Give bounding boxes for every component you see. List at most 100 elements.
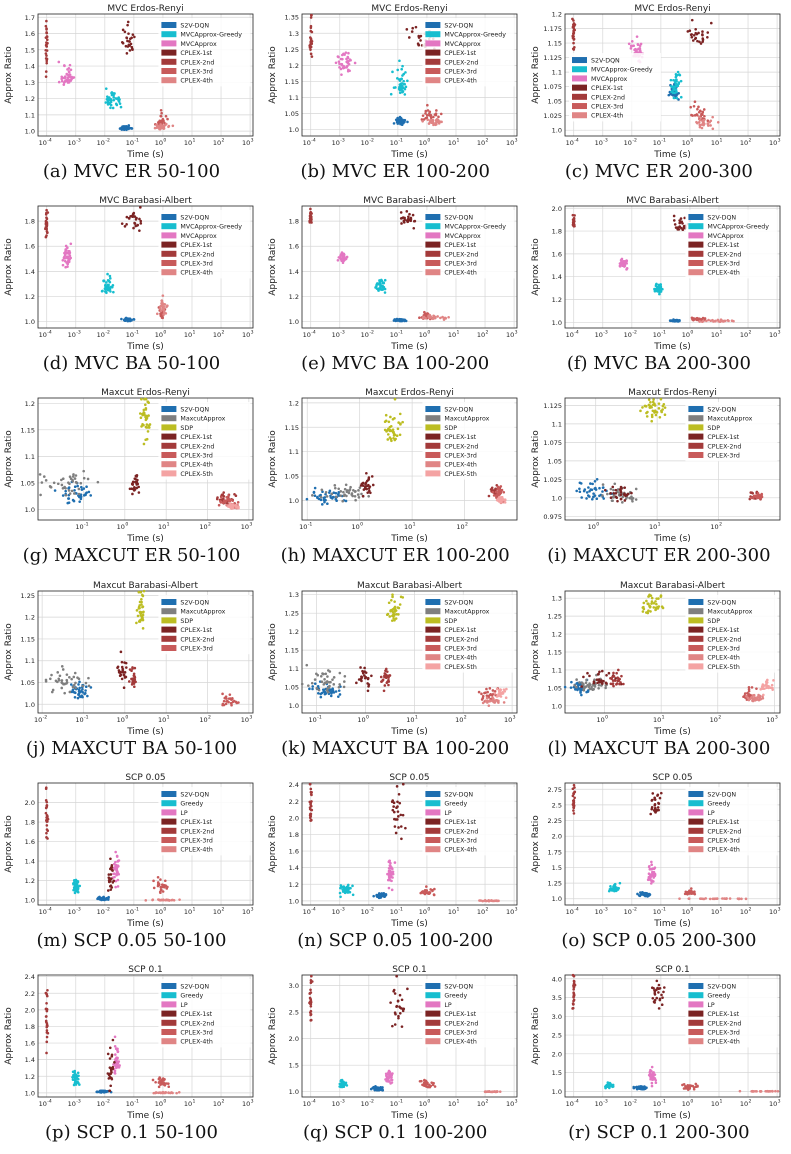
x-tick-exponent: 1: [456, 1099, 459, 1105]
x-tick-exponent: 0: [360, 522, 363, 528]
legend: S2V-DQNGreedyLPCPLEX-1stCPLEX-2ndCPLEX-3…: [422, 786, 515, 856]
data-point: [621, 501, 625, 505]
data-point: [709, 124, 713, 127]
data-point: [107, 1077, 111, 1080]
data-point: [641, 609, 645, 613]
data-point: [341, 255, 345, 258]
data-point: [157, 1085, 161, 1089]
data-point: [384, 414, 388, 417]
data-point: [162, 127, 166, 130]
legend-swatch: [572, 57, 588, 64]
y-tick-label: 1.1: [552, 666, 562, 674]
data-point: [654, 290, 657, 293]
y-tick-label: 1.4: [25, 268, 35, 276]
data-point: [439, 120, 443, 124]
data-point: [402, 1007, 405, 1011]
data-point: [162, 313, 165, 316]
data-point: [143, 398, 147, 401]
legend-swatch: [688, 452, 704, 459]
data-point: [661, 288, 665, 291]
data-point: [359, 493, 363, 496]
x-tick-label: 10: [711, 1100, 719, 1108]
data-point: [345, 255, 349, 259]
data-point: [652, 876, 656, 879]
data-point: [381, 678, 385, 681]
data-point: [127, 127, 130, 131]
legend-swatch: [425, 40, 441, 47]
data-point: [114, 97, 118, 100]
x-axis-label: Time (s): [654, 727, 692, 737]
data-point: [118, 102, 122, 105]
data-point: [395, 1004, 398, 1008]
chart-panel: 1.0 1.5 2.0 2.5 3.0 3.5 4.0 10 -4 10 -3 10 -2 10 -1 10 0…: [527, 961, 790, 1153]
data-point: [172, 898, 176, 902]
legend-label: CPLEX-3rd: [591, 104, 623, 111]
legend-label: CPLEX-4th: [180, 846, 212, 853]
data-point: [391, 799, 394, 802]
data-point: [333, 487, 337, 490]
x-tick-exponent: -3: [604, 1099, 609, 1105]
legend-label: S2V-DQN: [180, 407, 209, 414]
y-tick-label: 1.8: [552, 228, 562, 236]
data-point: [353, 61, 357, 65]
x-tick-label: 10: [75, 716, 83, 724]
y-tick-label: 1.15: [284, 424, 298, 432]
data-point: [104, 87, 108, 90]
data-point: [767, 686, 771, 689]
chart-title: MVC Erdos-Renyi: [371, 4, 447, 14]
data-point: [339, 73, 343, 76]
legend: S2V-DQNMVCApprox-GreedyMVCApproxCPLEX-1s…: [422, 18, 515, 87]
data-point: [657, 596, 661, 600]
data-point: [167, 1085, 171, 1088]
y-tick-label: 1.0: [288, 126, 298, 134]
data-point: [396, 118, 399, 121]
y-tick-label: 1.05: [284, 683, 298, 691]
data-point: [345, 60, 349, 63]
legend-swatch: [161, 31, 177, 38]
data-point: [73, 489, 76, 493]
legend-label: CPLEX-3rd: [180, 453, 212, 460]
data-point: [379, 675, 383, 678]
data-point: [163, 879, 167, 882]
data-point: [429, 114, 432, 118]
data-point: [499, 694, 502, 698]
data-point: [692, 891, 695, 895]
data-point: [135, 481, 138, 485]
y-tick-label: 2.0: [288, 1035, 298, 1043]
data-point: [377, 282, 381, 286]
x-tick-label: 10: [389, 139, 397, 147]
data-point: [673, 319, 677, 323]
legend-label: S2V-DQN: [444, 215, 473, 222]
x-tick-label: 10: [477, 908, 485, 916]
data-point: [338, 891, 342, 895]
y-tick-label: 1.1: [288, 665, 298, 673]
legend-label: S2V-DQN: [708, 791, 737, 798]
data-point: [398, 993, 402, 997]
legend-label: CPLEX-5th: [708, 663, 740, 670]
data-point: [699, 125, 702, 129]
data-point: [421, 316, 424, 320]
data-point: [487, 694, 490, 697]
data-point: [591, 688, 595, 691]
data-point: [131, 678, 135, 682]
data-point: [691, 18, 694, 22]
y-tick-label: 1.1: [552, 69, 562, 77]
data-point: [388, 859, 391, 862]
legend-label: CPLEX-1st: [180, 434, 212, 441]
legend-label: SDP: [708, 425, 721, 432]
data-point: [60, 75, 64, 79]
data-point: [403, 71, 407, 74]
data-point: [388, 864, 391, 867]
data-point: [74, 1082, 77, 1086]
data-point: [579, 688, 583, 692]
data-point: [651, 596, 654, 599]
x-tick-label: 10: [740, 908, 748, 916]
legend-label: S2V-DQN: [708, 215, 737, 222]
legend-label: CPLEX-3rd: [444, 69, 476, 76]
data-point: [73, 477, 77, 481]
y-tick-label: 1.1: [288, 449, 298, 457]
data-point: [677, 82, 681, 86]
data-point: [60, 664, 64, 668]
legend-label: S2V-DQN: [591, 58, 620, 65]
data-point: [391, 428, 395, 432]
